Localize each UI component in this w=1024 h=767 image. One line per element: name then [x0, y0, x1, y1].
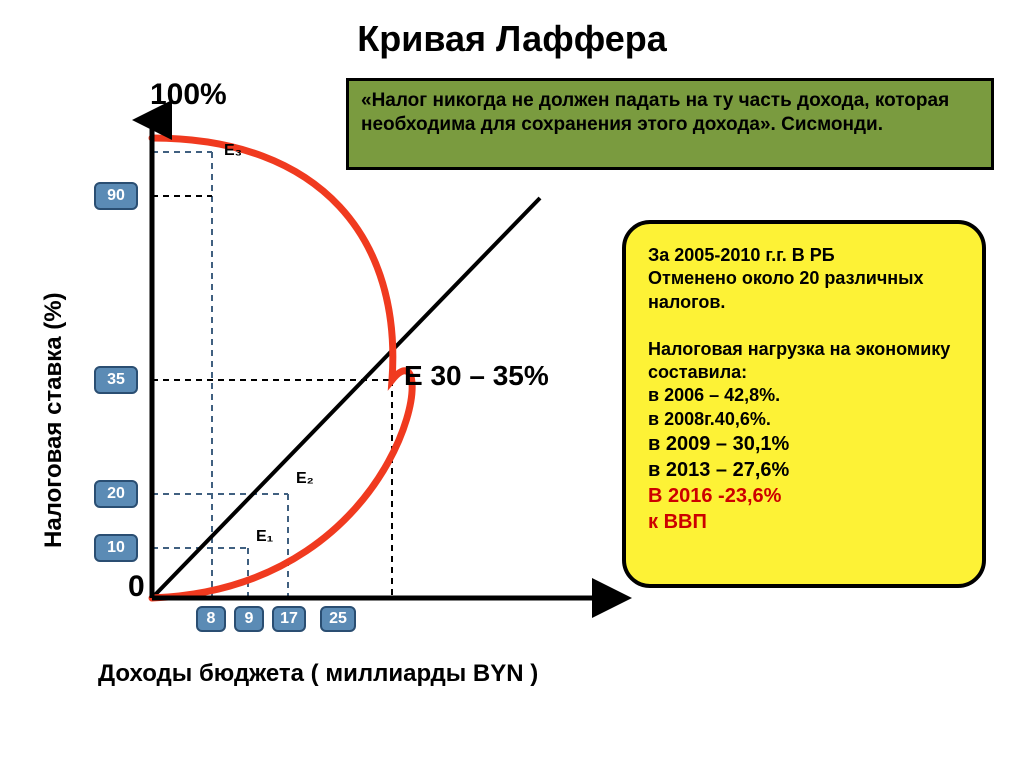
y-tick-box: 10 — [94, 534, 138, 562]
curve-point-label: E₃ — [224, 142, 242, 160]
e-main-label: E 30 – 35% — [404, 360, 549, 392]
y-axis-label: Налоговая ставка (%) — [40, 292, 68, 548]
origin-label: 0 — [128, 570, 145, 604]
x-tick-box: 25 — [320, 606, 356, 632]
curve-point-label: E₂ — [296, 470, 314, 488]
y-tick-box: 35 — [94, 366, 138, 394]
y-max-label: 100% — [150, 78, 227, 112]
y-tick-box: 90 — [94, 182, 138, 210]
x-tick-box: 17 — [272, 606, 306, 632]
curve-point-label: E₁ — [256, 528, 273, 546]
x-tick-box: 8 — [196, 606, 226, 632]
y-tick-box: 20 — [94, 480, 138, 508]
x-tick-box: 9 — [234, 606, 264, 632]
x-axis-label: Доходы бюджета ( миллиарды BYN ) — [98, 660, 538, 688]
